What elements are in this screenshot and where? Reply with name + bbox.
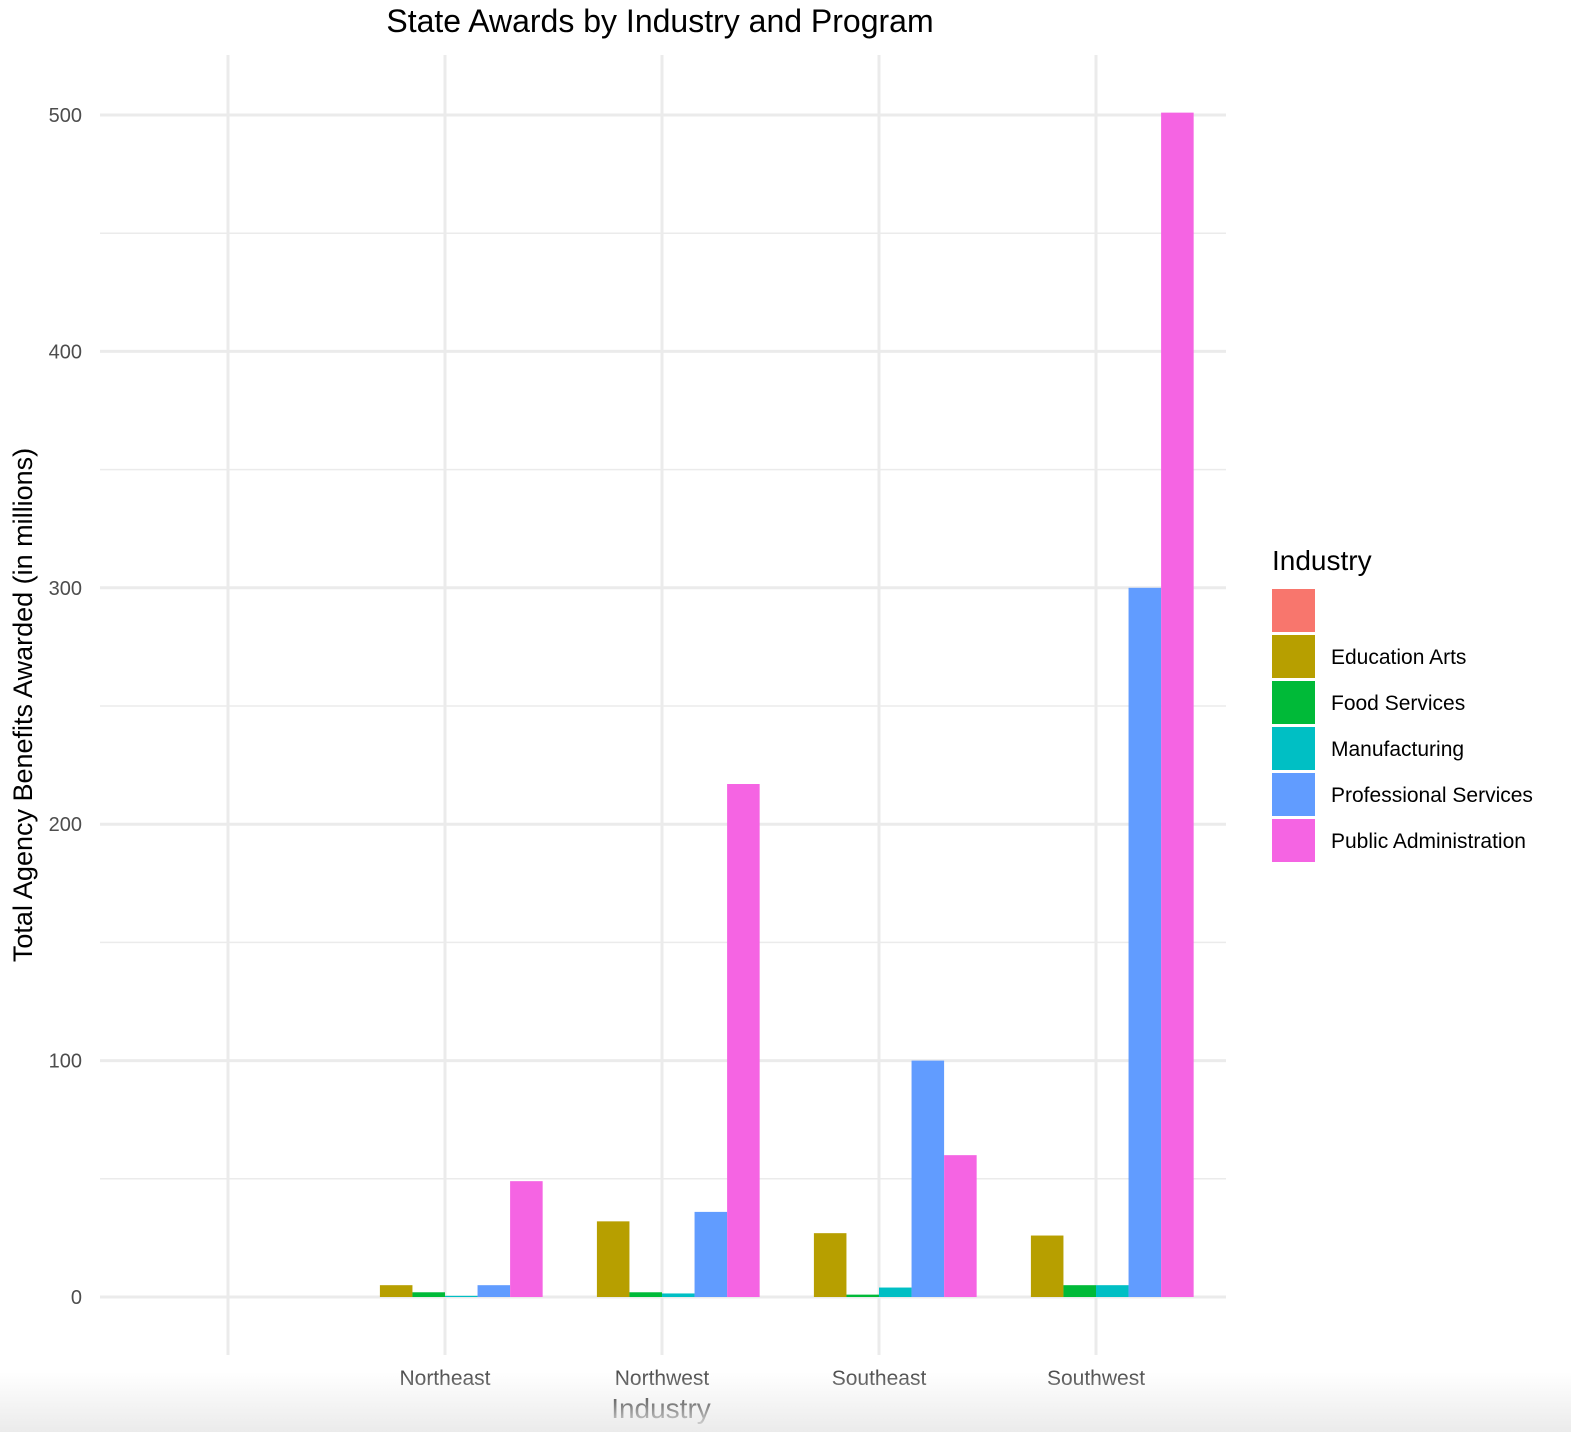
bar — [477, 1285, 511, 1297]
x-tick-label: Southeast — [832, 1367, 927, 1390]
legend-key — [1272, 635, 1315, 678]
y-tick-label: 100 — [49, 1051, 82, 1073]
bar — [911, 1060, 945, 1297]
legend-label: Public Administration — [1331, 830, 1526, 853]
x-axis: Northeast Northwest Southeast Southwest — [399, 1367, 1145, 1390]
bar — [813, 1233, 847, 1297]
y-axis-label: Total Agency Benefits Awarded (in millio… — [8, 448, 38, 962]
legend-label: Manufacturing — [1331, 738, 1464, 761]
legend-key — [1272, 727, 1315, 770]
legend-key — [1272, 773, 1315, 816]
x-tick-label: Southwest — [1047, 1367, 1145, 1390]
y-tick-label: 0 — [71, 1287, 82, 1309]
bar — [510, 1181, 543, 1297]
y-axis: 0 100 200 300 400 500 — [49, 105, 82, 1309]
legend-key — [1272, 681, 1315, 724]
bar — [1063, 1285, 1096, 1297]
x-axis-label: Industry — [611, 1393, 711, 1424]
legend: Industry Education Arts Food Services Manu… — [1272, 545, 1533, 862]
x-tick-label: Northwest — [615, 1367, 710, 1390]
bar — [1096, 1285, 1129, 1297]
legend-label: Professional Services — [1331, 784, 1533, 807]
y-tick-label: 300 — [49, 578, 82, 600]
bar — [1161, 112, 1194, 1298]
legend-key — [1272, 589, 1315, 632]
chart-title: State Awards by Industry and Program — [386, 3, 933, 39]
y-tick-label: 500 — [49, 105, 82, 127]
bar — [412, 1292, 445, 1297]
bars — [379, 112, 1194, 1298]
bar — [629, 1292, 662, 1297]
legend-label: Food Services — [1331, 692, 1465, 715]
legend-key — [1272, 819, 1315, 862]
bar — [596, 1221, 630, 1297]
grid — [100, 55, 1226, 1355]
legend-title: Industry — [1272, 545, 1372, 576]
bar — [879, 1287, 912, 1297]
bar — [1030, 1235, 1064, 1297]
y-tick-label: 400 — [49, 341, 82, 363]
legend-label: Education Arts — [1331, 646, 1466, 669]
x-tick-label: Northeast — [399, 1367, 490, 1390]
bar — [944, 1155, 977, 1297]
bar — [694, 1211, 728, 1297]
y-tick-label: 200 — [49, 814, 82, 836]
bar — [662, 1293, 695, 1297]
bar — [1128, 587, 1162, 1297]
bar — [445, 1295, 478, 1297]
bar — [727, 784, 760, 1297]
bar — [846, 1294, 879, 1297]
bar — [379, 1285, 413, 1297]
